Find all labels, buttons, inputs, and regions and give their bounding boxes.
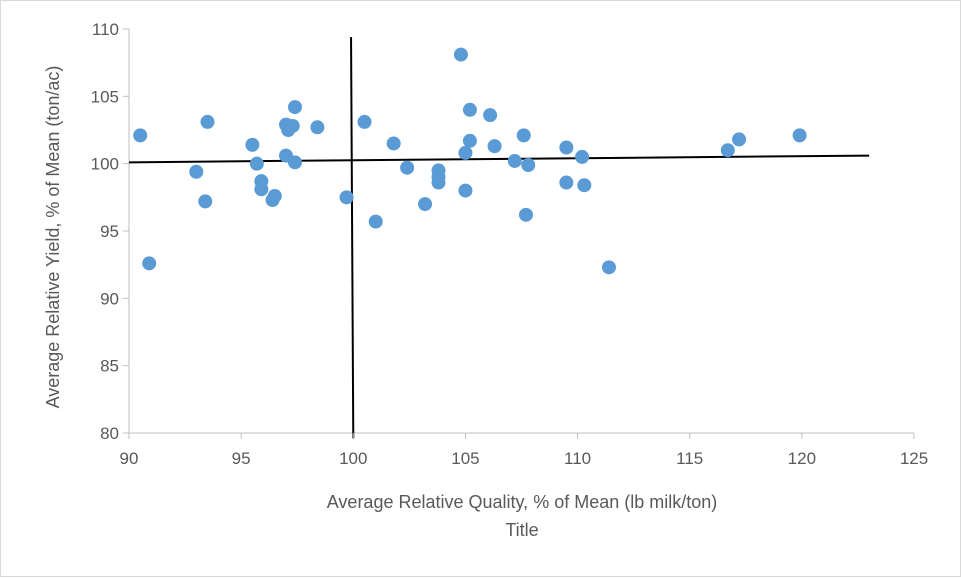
data-point [267,188,282,203]
x-tick-label: 100 [339,449,367,468]
vertical-reference-line [350,37,355,439]
data-point [400,160,415,175]
data-point [453,47,468,62]
y-tick-label: 95 [100,222,119,241]
data-point [507,153,522,168]
data-point [577,178,592,193]
data-point [133,128,148,143]
data-point [198,194,213,209]
y-tick-label: 90 [100,289,119,308]
data-point [559,175,574,190]
x-tick-label: 110 [564,449,591,468]
data-point [249,156,264,171]
data-point [310,120,325,135]
data-point [521,158,536,173]
data-point [386,136,401,151]
y-tick-label: 80 [100,424,119,443]
data-point [559,140,574,155]
data-point [458,145,473,160]
data-point [339,190,354,205]
data-point [732,132,747,147]
y-tick-label: 110 [92,20,119,39]
data-points [133,47,807,275]
data-point [285,118,300,133]
data-point [189,164,204,179]
x-tick-label: 90 [120,449,139,468]
data-point [462,133,477,148]
y-tick-label: 85 [100,357,119,376]
data-point [516,128,531,143]
data-point [720,143,735,158]
data-point [518,207,533,222]
data-point [418,197,433,212]
data-point [792,128,807,143]
y-axis-title: Average Relative Yield, % of Mean (ton/a… [43,66,63,409]
data-point [287,100,302,115]
data-point [245,137,260,152]
data-point [462,102,477,117]
data-point [368,214,383,229]
data-point [142,256,157,271]
axes [128,29,914,434]
data-point [431,175,446,190]
data-point [287,155,302,170]
data-point [357,114,372,129]
horizontal-reference-line [128,154,870,164]
data-point [601,260,616,275]
y-tick-label: 105 [91,87,119,106]
y-tick-labels: 80 85 90 95 100 105 110 [91,20,129,443]
x-tick-label: 115 [676,449,703,468]
reference-lines [128,37,870,439]
x-axis-title: Average Relative Quality, % of Mean (lb … [327,492,718,512]
x-tick-label: 125 [900,449,928,468]
data-point [575,149,590,164]
data-point [200,114,215,129]
data-point [483,108,498,123]
data-point [487,139,502,154]
data-point [254,182,269,197]
x-axis-subtitle: Title [505,520,538,540]
x-tick-label: 95 [232,449,251,468]
x-tick-label: 105 [451,449,479,468]
x-tick-labels: 90 95 100 105 110 115 120 125 [120,433,928,468]
x-tick-label: 120 [788,449,816,468]
data-point [458,183,473,198]
y-tick-label: 100 [91,155,119,174]
